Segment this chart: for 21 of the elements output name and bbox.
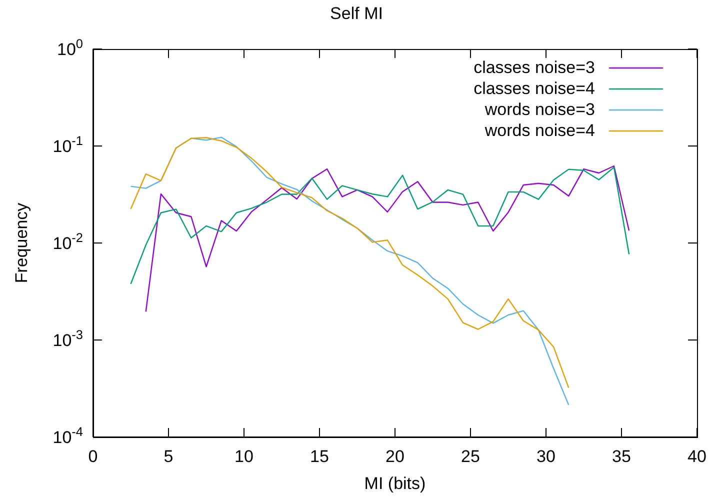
legend-label: classes noise=3 — [474, 57, 595, 78]
x-axis-title: MI (bits) — [363, 474, 427, 494]
y-tick-label: 10$^{-2}$ — [52, 230, 83, 253]
y-axis-title: Frequency — [12, 202, 32, 284]
legend-label: words noise=4 — [484, 120, 595, 141]
y-tick-label: 10$^{0}$ — [56, 36, 83, 59]
y-tick-label: 10$^{-4}$ — [52, 424, 83, 447]
x-tick-label: 10 — [234, 447, 254, 466]
y-tick-label: 10$^{-3}$ — [52, 326, 83, 350]
y-tick-label: 10$^{-1}$ — [52, 132, 83, 156]
x-tick-label: 30 — [536, 447, 556, 466]
x-tick-label: 35 — [612, 447, 631, 466]
x-tick-label: 40 — [688, 447, 706, 466]
legend-label: words noise=3 — [484, 99, 595, 120]
chart-title: Self MI — [329, 4, 384, 24]
x-tick-label: 5 — [164, 447, 174, 466]
x-tick-label: 20 — [386, 447, 404, 466]
legend-label: classes noise=4 — [474, 78, 595, 99]
x-tick-label: 0 — [88, 447, 98, 466]
x-tick-label: 25 — [461, 447, 480, 466]
x-tick-label: 15 — [310, 447, 329, 466]
